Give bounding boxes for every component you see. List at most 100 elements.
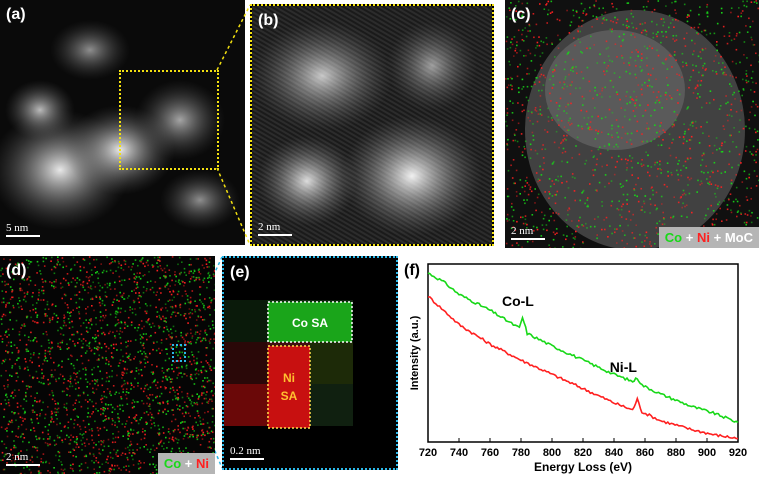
map-pixel [108,473,111,474]
map-pixel [193,430,195,432]
map-pixel [133,386,135,388]
map-pixel [26,293,29,295]
map-pixel [571,233,574,235]
map-pixel [553,160,555,163]
map-pixel [673,26,675,28]
map-pixel [131,402,133,404]
map-pixel [120,295,122,298]
map-pixel [155,384,157,387]
map-pixel [177,397,180,400]
map-pixel [113,448,115,451]
map-pixel [519,193,521,195]
map-pixel [196,338,198,341]
map-pixel [723,73,725,76]
map-pixel [126,325,129,327]
map-pixel [731,166,733,169]
map-pixel [146,310,148,313]
map-pixel [539,75,541,78]
map-pixel [44,461,47,464]
map-pixel [2,301,5,304]
map-pixel [199,293,201,296]
map-pixel [0,426,3,429]
map-pixel [123,367,126,370]
map-pixel [730,209,732,211]
map-pixel [89,415,91,418]
map-pixel [75,382,77,385]
map-pixel [214,386,215,388]
map-pixel [632,213,634,216]
map-pixel [164,303,167,305]
map-pixel [626,167,628,169]
map-pixel [28,468,31,471]
map-pixel [582,189,585,192]
map-pixel [128,470,131,473]
map-pixel [111,261,114,263]
map-pixel [21,262,24,264]
map-pixel [206,422,209,424]
map-pixel [130,443,133,446]
map-pixel [145,355,148,358]
map-pixel [18,357,20,359]
map-pixel [582,225,585,227]
map-pixel [128,295,130,297]
map-pixel [572,237,575,239]
map-pixel [137,463,140,465]
map-pixel [160,292,162,294]
map-pixel [658,220,661,222]
map-pixel [47,339,50,341]
map-pixel [10,448,12,451]
map-pixel [146,321,149,324]
map-pixel [37,422,40,424]
map-pixel [130,321,133,324]
map-pixel [572,67,575,69]
map-pixel [637,200,640,203]
map-pixel [29,279,32,282]
map-pixel [725,219,728,221]
map-pixel [149,403,151,406]
map-pixel [544,129,546,131]
map-pixel [757,7,759,10]
map-pixel [170,293,173,296]
map-pixel [117,365,120,367]
map-pixel [552,162,554,164]
map-pixel [82,280,85,283]
map-pixel [654,101,657,104]
map-pixel [723,35,726,37]
map-pixel [54,286,57,289]
map-pixel [575,87,577,90]
map-pixel [576,72,578,75]
map-pixel [37,264,40,267]
map-pixel [183,314,186,317]
map-pixel [176,293,179,296]
map-pixel [186,375,188,377]
map-pixel [138,467,140,470]
map-pixel [566,129,569,131]
map-pixel [33,430,36,432]
map-pixel [83,259,86,261]
map-pixel [534,109,536,111]
map-pixel [122,388,125,391]
map-pixel [542,84,545,86]
map-pixel [577,29,579,32]
map-pixel [136,272,139,274]
map-pixel [58,436,61,439]
map-pixel [142,286,145,288]
map-pixel [169,336,172,338]
map-pixel [139,418,141,421]
map-pixel [581,224,583,226]
map-pixel [636,120,639,123]
map-pixel [212,407,214,410]
map-pixel [626,2,629,4]
map-pixel [56,418,58,420]
map-pixel [66,434,68,437]
map-pixel [159,256,161,259]
map-pixel [516,52,518,54]
map-pixel [158,428,161,431]
map-pixel [76,282,78,284]
map-pixel [716,187,719,190]
map-pixel [179,304,181,307]
map-pixel [178,279,180,281]
map-pixel [596,234,598,236]
map-pixel [11,365,14,367]
map-pixel [650,245,653,247]
